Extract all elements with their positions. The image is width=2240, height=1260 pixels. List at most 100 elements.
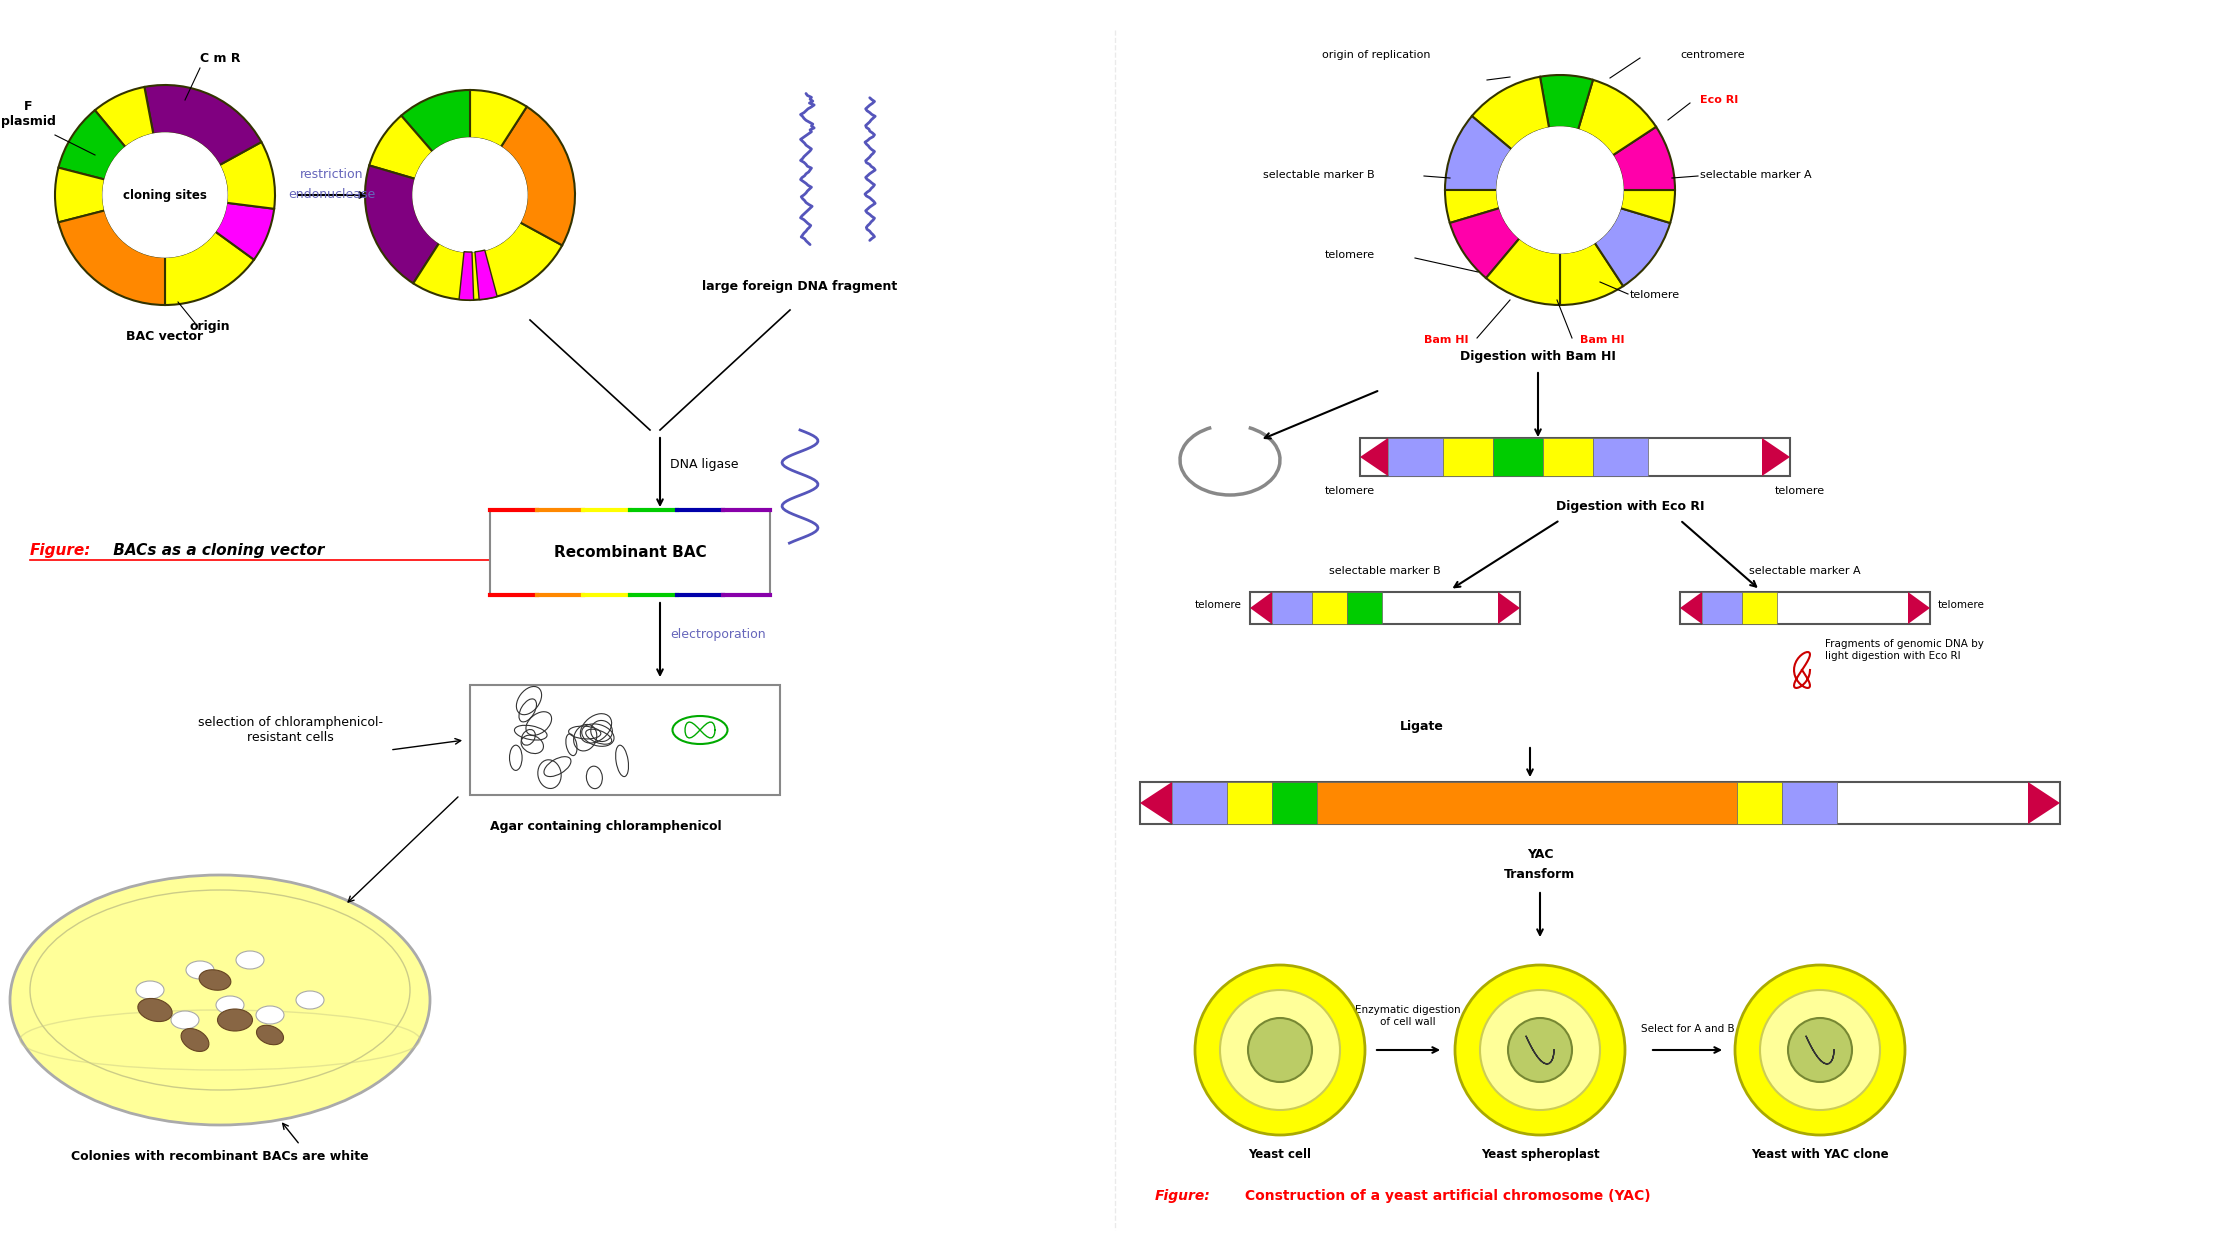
Wedge shape [502, 107, 576, 246]
Bar [1140, 782, 2061, 824]
Circle shape [1194, 965, 1364, 1135]
Text: selection of chloramphenicol-
resistant cells: selection of chloramphenicol- resistant … [197, 716, 383, 743]
Bar [1743, 592, 1776, 624]
Bar [1736, 782, 1783, 824]
Bar [1317, 782, 1736, 824]
Text: selectable marker B: selectable marker B [1263, 170, 1375, 180]
Polygon shape [1908, 592, 1931, 624]
Bar [1783, 782, 1837, 824]
Text: large foreign DNA fragment: large foreign DNA fragment [703, 280, 898, 294]
Circle shape [1456, 965, 1624, 1135]
Bar [1272, 592, 1313, 624]
Wedge shape [143, 84, 262, 165]
Text: Enzymatic digestion
of cell wall: Enzymatic digestion of cell wall [1355, 1005, 1460, 1027]
Text: electroporation: electroporation [670, 627, 766, 641]
Ellipse shape [215, 995, 244, 1014]
Text: Digestion with Eco RI: Digestion with Eco RI [1557, 500, 1705, 513]
Bar [1593, 438, 1649, 476]
Bar [491, 510, 771, 595]
Bar [1360, 438, 1790, 476]
Text: telomere: telomere [1196, 600, 1241, 610]
Wedge shape [58, 110, 125, 180]
Wedge shape [56, 168, 105, 222]
Circle shape [1736, 965, 1904, 1135]
Bar [1172, 782, 1228, 824]
Text: telomere: telomere [1938, 600, 1985, 610]
Wedge shape [401, 89, 470, 152]
Text: Yeast spheroplast: Yeast spheroplast [1481, 1148, 1599, 1160]
Bar [470, 685, 780, 795]
Text: origin of replication: origin of replication [1322, 50, 1429, 60]
Text: YAC: YAC [1528, 848, 1552, 861]
Polygon shape [1140, 782, 1172, 824]
Text: Figure:: Figure: [29, 543, 92, 558]
Wedge shape [1541, 76, 1593, 130]
Circle shape [1508, 1018, 1572, 1082]
Ellipse shape [235, 951, 264, 969]
Wedge shape [215, 203, 273, 260]
Bar [1250, 592, 1521, 624]
Text: centromere: centromere [1680, 50, 1745, 60]
Text: telomere: telomere [1324, 486, 1375, 496]
Wedge shape [412, 243, 470, 300]
Ellipse shape [296, 992, 325, 1009]
Text: Digestion with Bam HI: Digestion with Bam HI [1460, 350, 1615, 363]
Wedge shape [220, 142, 276, 209]
Text: Yeast with YAC clone: Yeast with YAC clone [1752, 1148, 1888, 1160]
Bar [1680, 592, 1931, 624]
Text: Eco RI: Eco RI [1700, 94, 1738, 105]
Text: selectable marker A: selectable marker A [1700, 170, 1812, 180]
Wedge shape [1445, 190, 1499, 223]
Wedge shape [58, 210, 166, 305]
Ellipse shape [186, 961, 215, 979]
Bar [1543, 438, 1593, 476]
Ellipse shape [217, 1009, 253, 1031]
Text: Recombinant BAC: Recombinant BAC [553, 546, 706, 559]
Circle shape [1788, 1018, 1852, 1082]
Circle shape [103, 134, 226, 257]
Circle shape [412, 139, 526, 252]
Text: Select for A and B: Select for A and B [1642, 1024, 1734, 1034]
Wedge shape [166, 232, 253, 305]
Wedge shape [475, 249, 497, 300]
Text: Colonies with recombinant BACs are white: Colonies with recombinant BACs are white [72, 1150, 370, 1163]
Wedge shape [94, 87, 152, 147]
Ellipse shape [255, 1005, 284, 1024]
Ellipse shape [9, 874, 430, 1125]
Circle shape [1761, 990, 1879, 1110]
Wedge shape [1559, 243, 1624, 305]
Circle shape [1221, 990, 1340, 1110]
Wedge shape [1613, 127, 1676, 190]
Wedge shape [1445, 116, 1512, 190]
Wedge shape [470, 222, 562, 300]
Text: selectable marker A: selectable marker A [1749, 566, 1861, 576]
Wedge shape [1472, 77, 1550, 150]
Text: Transform: Transform [1505, 868, 1575, 881]
Bar [1702, 592, 1743, 624]
Polygon shape [1360, 438, 1389, 476]
Bar [1346, 592, 1382, 624]
Text: Bam HI: Bam HI [1579, 335, 1624, 345]
Text: Fragments of genomic DNA by
light digestion with Eco RI: Fragments of genomic DNA by light digest… [1826, 639, 1985, 660]
Text: DNA ligase: DNA ligase [670, 457, 739, 471]
Text: endonuclease: endonuclease [289, 188, 376, 202]
Polygon shape [1680, 592, 1702, 624]
Text: BACs as a cloning vector: BACs as a cloning vector [108, 543, 325, 558]
Bar [1494, 438, 1543, 476]
Text: telomere: telomere [1631, 290, 1680, 300]
Text: F
plasmid: F plasmid [0, 100, 56, 129]
Text: BAC vector: BAC vector [125, 330, 204, 343]
Text: Ligate: Ligate [1400, 719, 1445, 733]
Text: selectable marker B: selectable marker B [1328, 566, 1440, 576]
Ellipse shape [139, 998, 172, 1022]
Bar [1389, 438, 1443, 476]
Wedge shape [1485, 238, 1559, 305]
Text: origin: origin [190, 320, 231, 333]
Polygon shape [1250, 592, 1272, 624]
Wedge shape [470, 89, 526, 147]
Bar [1228, 782, 1272, 824]
Text: cloning sites: cloning sites [123, 189, 206, 202]
Wedge shape [1449, 208, 1519, 278]
Ellipse shape [181, 1028, 208, 1051]
Wedge shape [1577, 79, 1655, 155]
